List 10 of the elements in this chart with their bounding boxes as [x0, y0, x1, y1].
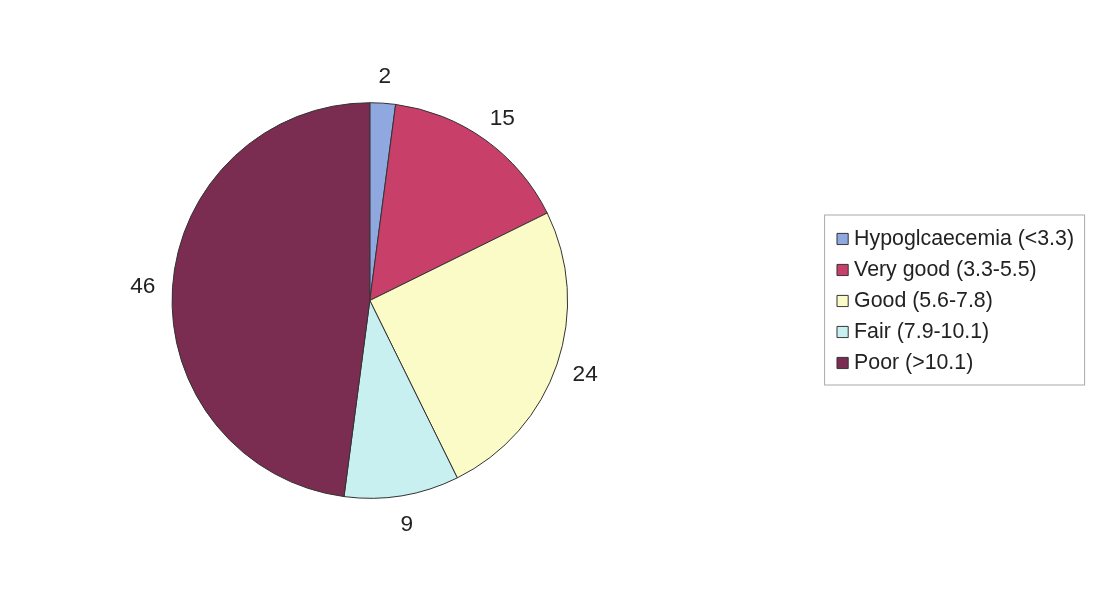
data-label: 15	[489, 103, 515, 130]
legend-label: Very good (3.3-5.5)	[854, 256, 1037, 282]
legend-label: Hypoglcaecemia (<3.3)	[854, 225, 1074, 251]
data-label: 24	[572, 359, 598, 386]
legend-label: Fair (7.9-10.1)	[854, 318, 990, 344]
data-label: 46	[130, 272, 156, 299]
legend-label: Good (5.6-7.8)	[854, 287, 993, 313]
data-label: 9	[400, 509, 414, 536]
legend-label: Poor (>10.1)	[854, 349, 974, 375]
data-label: 2	[378, 61, 392, 88]
